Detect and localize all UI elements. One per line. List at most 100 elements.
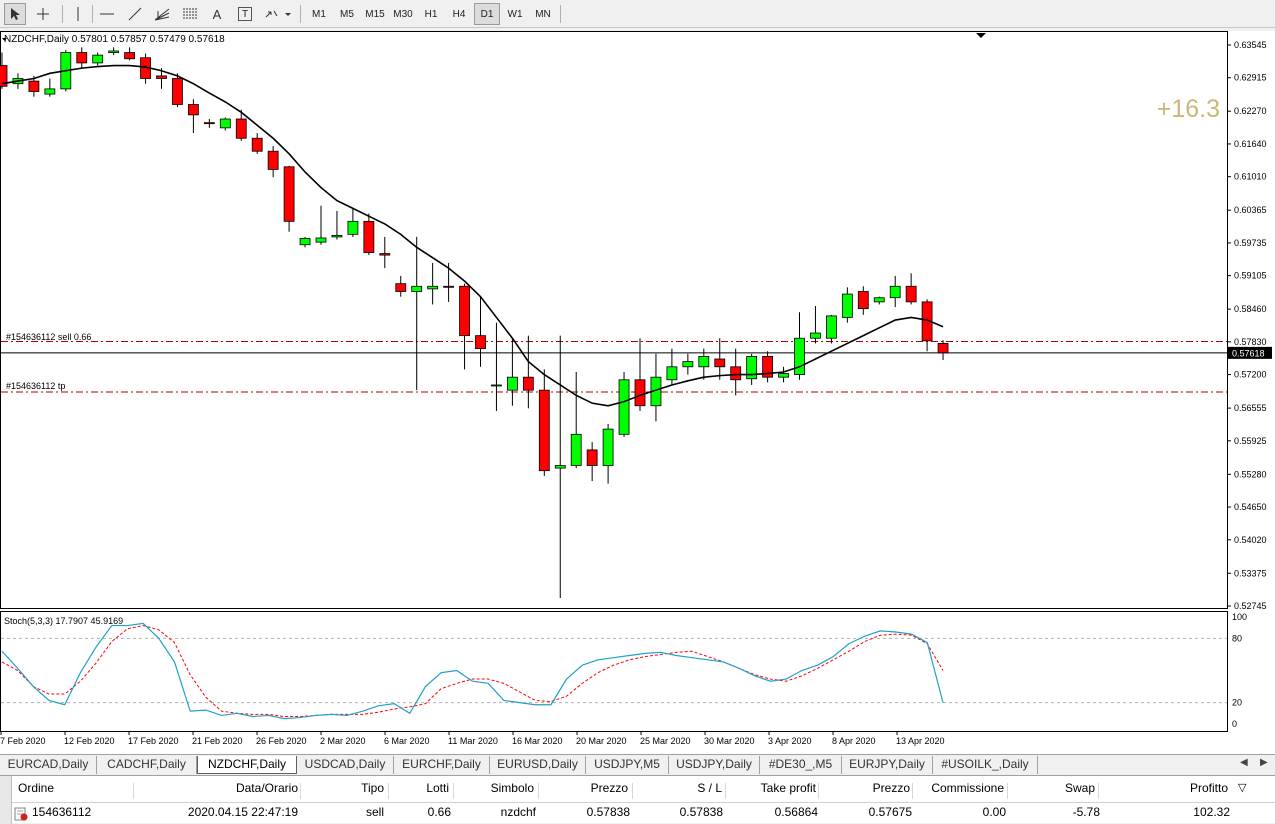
col-header-tipo[interactable]: Tipo bbox=[361, 781, 384, 795]
timeframe-h4[interactable]: H4 bbox=[452, 8, 466, 20]
cell-simbolo: nzdchf bbox=[500, 805, 536, 819]
timeframe-m15[interactable]: M15 bbox=[365, 8, 385, 20]
tp-line-label: #154636112 tp bbox=[6, 381, 65, 391]
vertical-line-icon[interactable] bbox=[68, 3, 88, 25]
date-tick-label: 6 Mar 2020 bbox=[384, 736, 430, 746]
column-menu-icon[interactable]: ▽ bbox=[1238, 782, 1247, 794]
candle-body bbox=[315, 237, 327, 243]
tab-de30-m5[interactable]: #DE30_,M5 bbox=[760, 756, 842, 774]
tab-usoilk-daily[interactable]: #USOILK_,Daily bbox=[933, 756, 1038, 774]
candles bbox=[0, 47, 949, 598]
timeframe-m30[interactable]: M30 bbox=[393, 8, 413, 20]
candle-body bbox=[746, 356, 758, 380]
timeframe-w1[interactable]: W1 bbox=[507, 8, 523, 20]
current-price-marker bbox=[1228, 346, 1272, 359]
candle-body bbox=[794, 337, 805, 375]
col-header-take-profit[interactable]: Take profit bbox=[760, 781, 816, 795]
candle-body bbox=[905, 285, 917, 303]
col-header-data-orario[interactable]: Data/Orario bbox=[235, 781, 298, 795]
candle-body bbox=[873, 297, 885, 303]
arrows-icon[interactable] bbox=[262, 3, 294, 25]
date-tick-label: 26 Feb 2020 bbox=[256, 736, 307, 746]
candle-body bbox=[522, 376, 534, 391]
tab-usdjpy-m5[interactable]: USDJPY,M5 bbox=[586, 756, 669, 774]
chart-shift-marker-icon[interactable] bbox=[976, 33, 986, 38]
col-header-commissione[interactable]: Commissione bbox=[931, 781, 1004, 795]
col-header-profitto[interactable]: Profitto bbox=[1189, 781, 1228, 795]
col-header-ordine[interactable]: Ordine bbox=[18, 781, 55, 795]
column-divider bbox=[300, 783, 301, 799]
candle-body bbox=[76, 52, 88, 64]
tab-scroll-left-icon[interactable]: ◀ bbox=[1240, 757, 1248, 768]
tab-usdcad-daily[interactable]: USDCAD,Daily bbox=[297, 756, 394, 774]
candle-body bbox=[363, 220, 375, 253]
crosshair-icon[interactable] bbox=[32, 3, 54, 25]
text-label-glyph: T bbox=[238, 7, 252, 21]
candle-body bbox=[602, 428, 614, 466]
horizontal-line-icon[interactable] bbox=[96, 3, 118, 25]
date-tick-label: 20 Mar 2020 bbox=[576, 736, 627, 746]
candle-body bbox=[937, 343, 949, 354]
col-header-simbolo[interactable]: Simbolo bbox=[490, 781, 534, 795]
timeframe-h1[interactable]: H1 bbox=[424, 8, 438, 20]
timeframe-m1[interactable]: M1 bbox=[312, 8, 326, 20]
candle-body bbox=[889, 285, 901, 299]
col-header-sl[interactable]: S / L bbox=[697, 781, 722, 795]
cell-lotti: 0.66 bbox=[427, 805, 451, 819]
toolbar-separator bbox=[62, 5, 63, 23]
candle-body bbox=[395, 283, 407, 292]
trendline-icon[interactable] bbox=[124, 3, 146, 25]
terminal-side-strip bbox=[0, 776, 12, 824]
timeframe-mn[interactable]: MN bbox=[535, 8, 551, 20]
toolbar-separator bbox=[560, 5, 561, 23]
tab-eurjpy-daily[interactable]: EURJPY,Daily bbox=[842, 756, 933, 774]
tab-eurcad-daily[interactable]: EURCAD,Daily bbox=[0, 756, 97, 774]
fibonacci-retracement-icon[interactable] bbox=[179, 3, 201, 25]
tab-cadchf-daily[interactable]: CADCHF,Daily bbox=[97, 756, 197, 774]
date-tick-label: 21 Feb 2020 bbox=[192, 736, 243, 746]
timeframe-m5[interactable]: M5 bbox=[340, 8, 354, 20]
order-lines[interactable]: 0.57618 bbox=[1, 340, 1272, 393]
chart-header: NZDCHF,Daily 0.57801 0.57857 0.57479 0.5… bbox=[4, 34, 225, 45]
col-header-prezzo-current[interactable]: Prezzo bbox=[872, 781, 910, 795]
column-divider bbox=[1098, 783, 1099, 799]
price-tick-label: 0.61640 bbox=[1234, 139, 1267, 149]
price-tick-label: 0.57830 bbox=[1234, 337, 1267, 347]
text-icon[interactable]: A bbox=[212, 6, 222, 22]
candle-body bbox=[778, 373, 789, 378]
candle-body bbox=[251, 137, 263, 152]
col-header-lotti[interactable]: Lotti bbox=[426, 781, 449, 795]
cell-sl: 0.57838 bbox=[679, 805, 723, 819]
tab-usdjpy-daily[interactable]: USDJPY,Daily bbox=[669, 756, 760, 774]
date-tick-label: 8 Apr 2020 bbox=[832, 736, 876, 746]
chart-window[interactable]: 0.63545 0.62915 0.62270 0.61640 0.61010 0.603… bbox=[0, 31, 1275, 754]
col-header-prezzo[interactable]: Prezzo bbox=[590, 781, 628, 795]
price-tick-label: 0.62915 bbox=[1234, 73, 1267, 83]
candle-body bbox=[730, 366, 742, 381]
cell-take-profit: 0.56864 bbox=[774, 805, 818, 819]
timeframe-d1[interactable]: D1 bbox=[474, 3, 500, 25]
fibonacci-fan-icon[interactable] bbox=[151, 3, 173, 25]
chart-canvas[interactable]: 0.63545 0.62915 0.62270 0.61640 0.61010 0.603… bbox=[0, 31, 1275, 754]
candle-body bbox=[443, 285, 455, 288]
candle-body bbox=[570, 433, 582, 466]
candle-body bbox=[475, 335, 486, 350]
candle-body bbox=[331, 234, 343, 238]
moving-average bbox=[1, 64, 944, 407]
tab-scroll-right-icon[interactable]: ▶ bbox=[1260, 757, 1268, 768]
tab-eurchf-daily[interactable]: EURCHF,Daily bbox=[394, 756, 490, 774]
candle-body bbox=[108, 50, 120, 53]
text-label-icon[interactable]: T bbox=[234, 3, 256, 25]
tab-eurusd-daily[interactable]: EURUSD,Daily bbox=[490, 756, 586, 774]
tab-nzdchf-daily[interactable]: NZDCHF,Daily bbox=[197, 756, 297, 774]
column-divider bbox=[388, 783, 389, 799]
ma-polyline bbox=[1, 64, 944, 407]
candle-body bbox=[826, 315, 837, 339]
profit-overlay: +16.3 bbox=[1157, 95, 1220, 123]
table-row[interactable] bbox=[12, 803, 1275, 823]
candle-body bbox=[506, 376, 518, 391]
col-header-swap[interactable]: Swap bbox=[1064, 781, 1095, 795]
candle-body bbox=[491, 384, 502, 387]
candle-body bbox=[841, 293, 853, 318]
cursor-icon[interactable] bbox=[4, 3, 26, 25]
